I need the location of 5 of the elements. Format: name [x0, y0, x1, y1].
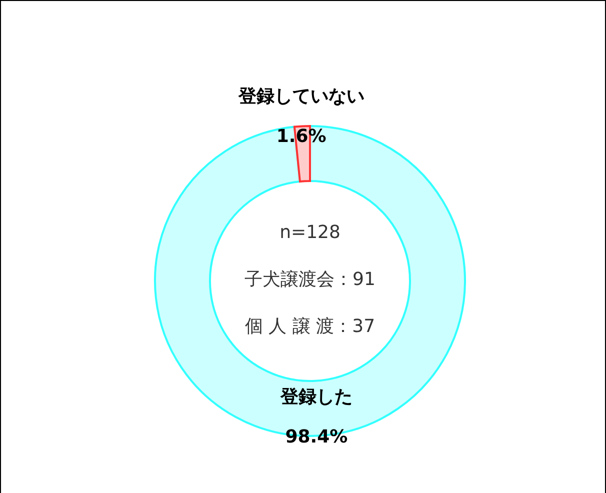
text: n=128 — [280, 222, 340, 243]
slice-label: 登録していない — [237, 86, 364, 108]
slice-label: 登録した — [279, 386, 352, 408]
text: 個 人 譲 渡：37 — [244, 316, 376, 337]
text: 子犬譲渡会：91 — [244, 269, 376, 290]
